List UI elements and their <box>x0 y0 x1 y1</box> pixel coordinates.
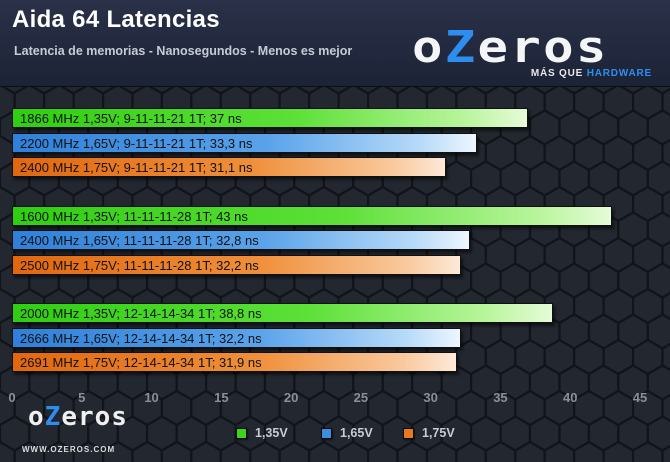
x-tick-label: 5 <box>78 390 86 405</box>
footer-logo-mark: oZeros <box>28 402 128 432</box>
hex-cell <box>661 444 670 462</box>
hex-cell <box>514 440 546 462</box>
bar-2-2: 2400 MHz 1,65V; 11-11-11-28 1T; 32,8 ns <box>12 230 470 250</box>
hex-cell <box>455 440 487 462</box>
footer-logo-left: o <box>28 402 45 432</box>
hex-cell <box>131 440 163 462</box>
x-tick-label: 15 <box>214 390 229 405</box>
legend-swatch-orange <box>403 427 414 439</box>
x-tick-label: 0 <box>8 390 16 405</box>
bar-label: 2500 MHz 1,75V; 11-11-11-28 1T; 32,2 ns <box>20 257 259 273</box>
hex-cell <box>190 440 222 462</box>
x-tick-label: 40 <box>562 390 578 405</box>
legend-swatch-green <box>236 427 247 439</box>
chart-subtitle: Latencia de memorias - Nanosegundos - Me… <box>14 44 353 58</box>
bar-label: 2400 MHz 1,65V; 11-11-11-28 1T; 32,8 ns <box>20 233 259 248</box>
hex-cell <box>72 440 105 462</box>
hex-cell <box>337 440 370 462</box>
logo-wordmark: oZeros <box>412 22 609 73</box>
footer-logo-z: Z <box>44 402 62 432</box>
x-tick-label: 10 <box>144 390 159 405</box>
legend-swatch-blue <box>321 427 332 439</box>
hex-cell <box>425 440 458 462</box>
hex-cell <box>602 440 635 462</box>
logo-text-right: eros <box>477 22 609 73</box>
bar-3-1: 2000 MHz 1,35V; 12-14-14-34 1T; 38,8 ns <box>12 303 554 323</box>
bar-1-2: 2200 MHz 1,65V; 9-11-11-21 1T; 33,3 ns <box>12 132 477 153</box>
hex-cell <box>484 440 517 462</box>
logo-text-left: o <box>412 22 445 73</box>
bar-label: 2000 MHz 1,35V; 12-14-14-34 1T; 38,8 ns <box>20 306 262 321</box>
hex-cell <box>367 440 399 462</box>
x-tick-label: 20 <box>283 390 299 405</box>
bar-2-3: 2500 MHz 1,75V; 11-11-11-28 1T; 32,2 ns <box>12 254 462 275</box>
hex-cell <box>101 440 134 462</box>
ozeros-logo: oZeros MÁS QUE HARDWARE <box>412 22 652 82</box>
hex-cell <box>543 440 576 462</box>
hex-cell <box>219 440 252 462</box>
tagline-right: HARDWARE <box>586 68 652 79</box>
bar-3-3: 2691 MHz 1,75V; 12-14-14-34 1T; 31,9 ns <box>12 352 458 372</box>
footer-url: WWW.OZEROS.COM <box>22 445 116 454</box>
x-tick-label: 35 <box>493 390 508 405</box>
chart-title: Aida 64 Latencias <box>12 6 220 33</box>
legend-label-2: 1,65V <box>340 426 373 440</box>
hex-cell <box>631 440 664 462</box>
footer-logo: oZeros WWW.OZEROS.COM <box>22 400 127 458</box>
legend-item-1: 1,35V <box>236 426 288 440</box>
hex-cell <box>43 440 75 462</box>
hex-cell <box>0 440 16 462</box>
bar-label: 2400 MHz 1,75V; 9-11-11-21 1T; 31,1 ns <box>20 160 253 175</box>
tagline-left: MÁS QUE <box>530 68 584 79</box>
bar-2-1: 1600 MHz 1,35V; 11-11-11-28 1T; 43 ns <box>12 205 613 226</box>
bar-label: 1600 MHz 1,35V; 11-11-11-28 1T; 43 ns <box>20 208 248 224</box>
hex-cell <box>308 440 340 462</box>
bar-label: 2691 MHz 1,75V; 12-14-14-34 1T; 31,9 ns <box>20 355 262 370</box>
legend-label-1: 1,35V <box>255 426 288 440</box>
legend-item-3: 1,75V <box>403 426 455 440</box>
bar-label: 2200 MHz 1,65V; 9-11-11-21 1T; 33,3 ns <box>20 135 253 151</box>
bar-3-2: 2666 MHz 1,65V; 12-14-14-34 1T; 32,2 ns <box>12 327 462 348</box>
logo-tagline: MÁS QUE HARDWARE <box>531 68 652 79</box>
bar-1-1: 1866 MHz 1,35V; 9-11-11-21 1T; 37 ns <box>12 108 529 128</box>
x-tick-label: 25 <box>353 390 369 405</box>
header-banner: Aida 64 Latencias Latencia de memorias -… <box>0 0 670 87</box>
hex-cell <box>278 440 311 462</box>
legend-item-2: 1,65V <box>321 426 373 440</box>
hex-cell <box>249 440 281 462</box>
hex-cell <box>13 440 46 462</box>
footer-logo-right: eros <box>61 402 128 432</box>
hex-cell <box>160 440 193 462</box>
bar-label: 2666 MHz 1,65V; 12-14-14-34 1T; 32,2 ns <box>20 330 262 346</box>
bar-label: 1866 MHz 1,35V; 9-11-11-21 1T; 37 ns <box>20 111 242 126</box>
legend-label-3: 1,75V <box>422 426 455 440</box>
bar-1-3: 2400 MHz 1,75V; 9-11-11-21 1T; 31,1 ns <box>12 157 447 177</box>
logo-text-z: Z <box>444 22 478 73</box>
hex-cell <box>396 440 429 462</box>
x-tick-label: 30 <box>423 390 438 405</box>
x-tick-label: 45 <box>632 390 648 405</box>
hex-cell <box>573 440 605 462</box>
